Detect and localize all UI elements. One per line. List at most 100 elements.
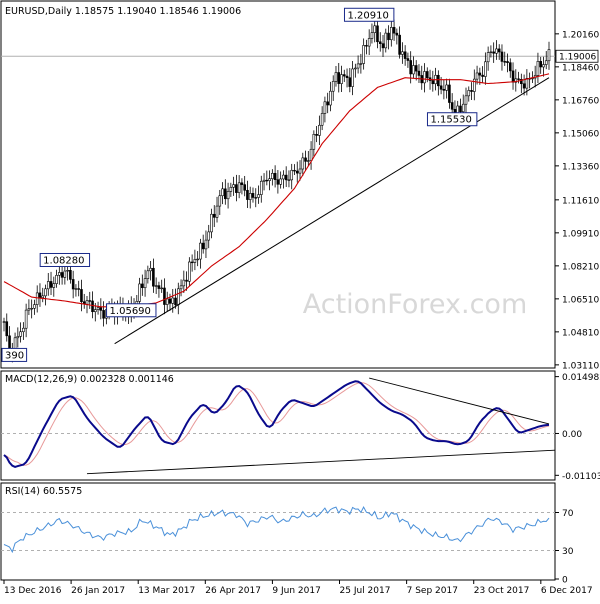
moving-average-line xyxy=(3,73,550,308)
candle-body xyxy=(390,27,393,41)
candle-body xyxy=(395,32,399,36)
current-price-box xyxy=(555,49,599,63)
candle-body xyxy=(237,182,241,193)
candle-body xyxy=(356,63,360,69)
macd-trendline xyxy=(86,449,556,475)
candle-body xyxy=(437,74,440,87)
candle-body xyxy=(179,285,183,290)
price-tick-label: 1.03110 xyxy=(562,361,599,371)
candle-body xyxy=(376,25,379,43)
candle-body xyxy=(246,189,249,200)
candle-body xyxy=(293,169,296,172)
candle-body xyxy=(212,213,216,218)
candle-body xyxy=(215,205,219,218)
candle-body xyxy=(199,242,202,260)
macd-lines xyxy=(3,380,550,468)
candle-body xyxy=(475,72,479,80)
macd-y-axis: 0.014982 0.00 -0.011031 xyxy=(555,373,600,482)
price-annotation-label: 1.15530 xyxy=(430,115,471,126)
candle-body xyxy=(290,169,294,181)
candle-body xyxy=(323,101,327,114)
candle-body xyxy=(204,239,208,250)
candle-body xyxy=(414,65,418,72)
candle-body xyxy=(273,172,277,181)
candle-body xyxy=(221,188,224,197)
macd-main-line xyxy=(3,380,550,468)
macd-panel-title: MACD(12,26,9) 0.002328 0.001146 xyxy=(5,374,174,385)
candle-body xyxy=(55,274,58,284)
candle-body xyxy=(525,78,529,89)
macd-trendlines xyxy=(86,377,556,475)
candle-body xyxy=(489,51,493,53)
candle-body xyxy=(342,74,346,77)
candle-body xyxy=(276,179,280,185)
candle-body xyxy=(320,113,324,126)
ma-path xyxy=(3,73,550,308)
rsi-panel-title: RSI(14) 60.5575 xyxy=(5,486,82,497)
candle-body xyxy=(185,279,188,282)
candle-body xyxy=(392,27,396,34)
candle-body xyxy=(464,95,468,105)
candle-body xyxy=(60,272,64,278)
candle-body xyxy=(24,309,28,329)
candle-body xyxy=(542,64,545,68)
price-annotation-label: 390 xyxy=(5,350,24,361)
candle-body xyxy=(99,307,103,311)
candle-body xyxy=(102,310,105,319)
candle-body xyxy=(165,298,169,305)
x-tick-label: 26 Apr 2017 xyxy=(205,586,261,596)
rsi-panel-frame xyxy=(0,482,556,581)
candle-body xyxy=(259,180,263,195)
candle-body xyxy=(315,133,318,136)
candle-body xyxy=(354,67,357,70)
candle-body xyxy=(210,213,213,233)
candle-body xyxy=(307,160,310,162)
candle-body xyxy=(295,170,299,174)
price-tick-label: 1.09910 xyxy=(562,229,599,239)
candle-body xyxy=(337,72,341,84)
price-tick-label: 1.04810 xyxy=(562,328,599,338)
candle-body xyxy=(359,63,363,65)
candle-body xyxy=(412,65,415,75)
candle-body xyxy=(450,102,454,110)
candle-body xyxy=(19,331,22,337)
candle-body xyxy=(35,292,39,305)
candle-body xyxy=(500,51,504,62)
candle-body xyxy=(514,78,518,83)
price-annotation-label: 1.08280 xyxy=(43,255,84,266)
current-price-label: 1.19006 xyxy=(559,53,596,63)
candle-body xyxy=(193,259,197,263)
candle-body xyxy=(2,321,6,323)
candle-body xyxy=(387,32,390,41)
candle-body xyxy=(93,309,97,313)
candle-body xyxy=(470,90,473,92)
macd-trendline xyxy=(369,377,550,425)
candle-body xyxy=(254,197,258,199)
price-annotation-box xyxy=(39,252,91,267)
macd-signal-line xyxy=(3,382,550,466)
candle-body xyxy=(201,242,205,250)
candle-body xyxy=(52,283,56,288)
price-y-axis: 1.20160 1.18460 1.16760 1.15060 1.13360 1.116… xyxy=(555,30,599,371)
candle-body xyxy=(176,288,180,306)
candle-body xyxy=(348,77,352,87)
candle-body xyxy=(511,70,515,83)
candle-body xyxy=(143,278,147,289)
candle-body xyxy=(262,179,266,182)
rsi-grid xyxy=(1,512,555,551)
rsi-line xyxy=(3,506,550,554)
price-annotation-box xyxy=(426,112,478,127)
candle-body xyxy=(188,261,191,282)
price-tick-label: 1.18460 xyxy=(562,63,599,73)
candle-body xyxy=(326,101,329,106)
price-annotation-label: 1.20910 xyxy=(347,10,388,21)
candle-body xyxy=(381,43,385,49)
candle-body xyxy=(44,288,47,297)
x-tick-label: 7 Sep 2017 xyxy=(407,586,458,596)
candle-body xyxy=(41,295,45,298)
candle-body xyxy=(96,307,100,310)
candle-body xyxy=(309,148,313,161)
price-panel-frame xyxy=(0,0,556,369)
candle-body xyxy=(207,231,211,241)
candle-body xyxy=(484,61,487,77)
